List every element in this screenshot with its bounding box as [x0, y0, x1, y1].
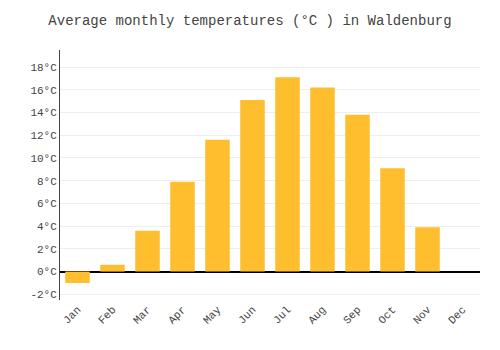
svg-text:Feb: Feb	[96, 304, 118, 326]
svg-text:8°C: 8°C	[37, 176, 57, 188]
svg-text:May: May	[201, 304, 224, 327]
svg-text:4°C: 4°C	[37, 221, 57, 233]
svg-text:Nov: Nov	[411, 304, 434, 327]
svg-text:Jul: Jul	[271, 304, 293, 326]
svg-text:-2°C: -2°C	[30, 289, 57, 301]
svg-text:0°C: 0°C	[37, 266, 57, 278]
svg-text:Sep: Sep	[341, 304, 363, 326]
svg-text:Oct: Oct	[376, 304, 398, 326]
svg-text:Mar: Mar	[131, 304, 153, 326]
svg-text:2°C: 2°C	[37, 244, 57, 256]
svg-text:16°C: 16°C	[30, 85, 57, 97]
svg-text:Jun: Jun	[236, 304, 258, 326]
svg-text:10°C: 10°C	[30, 153, 57, 165]
svg-text:Average monthly temperatures (: Average monthly temperatures (°C ) in Wa…	[48, 13, 451, 29]
svg-text:18°C: 18°C	[30, 62, 57, 74]
svg-text:Apr: Apr	[166, 304, 188, 326]
svg-text:12°C: 12°C	[30, 130, 57, 142]
svg-text:Jan: Jan	[61, 304, 83, 326]
svg-text:Aug: Aug	[306, 304, 328, 326]
svg-text:Dec: Dec	[446, 304, 468, 326]
svg-text:6°C: 6°C	[37, 198, 57, 210]
svg-text:14°C: 14°C	[30, 107, 57, 119]
